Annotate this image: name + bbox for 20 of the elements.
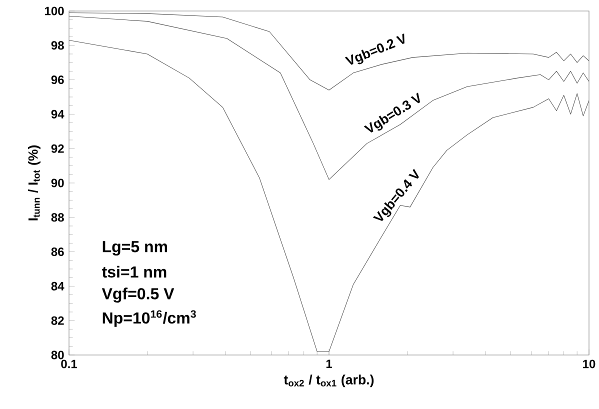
y-tick-label: 92 [51,144,64,153]
annotation: Lg=5 nm [102,241,168,256]
x-tick-label: 0.1 [61,360,78,368]
y-tick-label: 88 [51,213,64,222]
y-tick-label: 98 [51,41,64,50]
y-tick-label: 80 [51,350,64,360]
annotation: tsi=1 nm [102,266,166,278]
y-tick-label: 96 [51,76,64,84]
annotation: Np=10$^{16}$/cm$^{3}$ [102,310,196,327]
x-tick-label: 1 [326,360,332,368]
y-tick-label: 86 [51,248,64,256]
y-tick-label: 100 [45,6,64,16]
y-axis-title: I$_{tunn}$ / I$_{tot}$ (%) [28,145,40,220]
y-tick-label: 94 [51,110,64,118]
annotation: Vgf=0.5 V [102,288,174,303]
y-tick-label: 82 [51,316,64,325]
y-tick-label: 90 [51,178,64,188]
x-axis-title: t$_{ox2}$ / t$_{ox1}$ (arb.) [284,374,374,388]
y-tick-label: 84 [51,282,64,290]
x-tick-label: 10 [583,360,596,368]
